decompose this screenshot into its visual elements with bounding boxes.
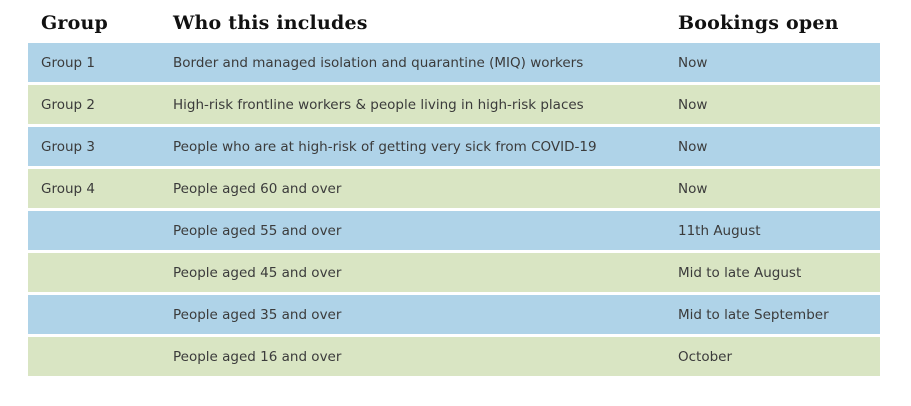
table-row-group-4: Group 4 People aged 60 and over Now <box>28 169 880 208</box>
table-row-group-1: Group 1 Border and managed isolation and… <box>28 43 880 82</box>
bookings-table: Group Who this includes Bookings open Gr… <box>28 2 880 379</box>
who-cell: People aged 16 and over <box>173 348 342 365</box>
bookings-open-cell: Now <box>678 138 708 155</box>
table-row-aged-45: People aged 45 and over Mid to late Augu… <box>28 253 880 292</box>
who-cell: Border and managed isolation and quarant… <box>173 54 584 71</box>
who-cell: People aged 35 and over <box>173 306 342 323</box>
table-row-group-3: Group 3 People who are at high-risk of g… <box>28 127 880 166</box>
bookings-open-cell: Mid to late September <box>678 306 829 323</box>
bookings-open-cell: Mid to late August <box>678 264 802 281</box>
who-cell: People aged 45 and over <box>173 264 342 281</box>
bookings-open-cell: Now <box>678 180 708 197</box>
group-cell: Group 4 <box>41 180 95 197</box>
bookings-open-cell: October <box>678 348 733 365</box>
table-row-group-2: Group 2 High-risk frontline workers & pe… <box>28 85 880 124</box>
group-cell: Group 2 <box>41 96 95 113</box>
table-row-aged-35: People aged 35 and over Mid to late Sept… <box>28 295 880 334</box>
header-bookings-open: Bookings open <box>678 11 839 34</box>
table-row-aged-55: People aged 55 and over 11th August <box>28 211 880 250</box>
who-cell: People aged 55 and over <box>173 222 342 239</box>
group-cell: Group 1 <box>41 54 95 71</box>
who-cell: People aged 60 and over <box>173 180 342 197</box>
who-cell: People who are at high-risk of getting v… <box>173 138 597 155</box>
bookings-open-cell: Now <box>678 54 708 71</box>
bookings-open-cell: Now <box>678 96 708 113</box>
bookings-open-cell: 11th August <box>678 222 761 239</box>
header-group: Group <box>41 11 109 34</box>
who-cell: High-risk frontline workers & people liv… <box>173 96 584 113</box>
group-cell: Group 3 <box>41 138 95 155</box>
table-row-aged-16: People aged 16 and over October <box>28 337 880 376</box>
header-who-this-includes: Who this includes <box>173 11 368 34</box>
table-header-row: Group Who this includes Bookings open <box>28 2 880 43</box>
